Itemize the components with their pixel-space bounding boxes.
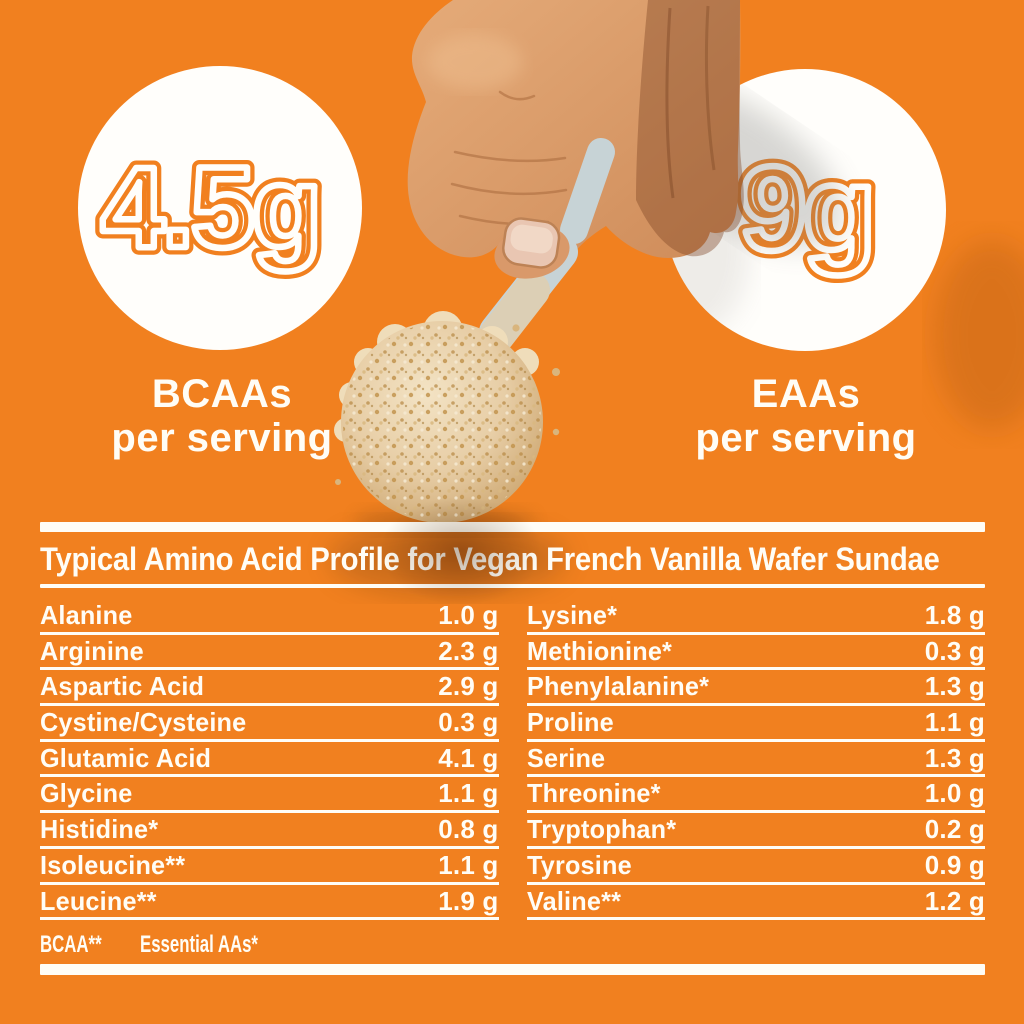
- table-row: Threonine* 1.0 g: [526, 777, 985, 814]
- eaa-sublabel: per serving: [695, 416, 917, 460]
- amino-value: 0.9 g: [924, 849, 985, 880]
- amino-name: Tryptophan*: [526, 814, 676, 845]
- amino-name: Lysine*: [526, 600, 617, 630]
- amino-name: Methionine*: [526, 635, 672, 666]
- eaa-label: EAAs: [751, 372, 861, 416]
- amino-value: 0.2 g: [924, 814, 985, 845]
- powder-texture: [343, 323, 541, 521]
- amino-value: 1.0 g: [924, 778, 985, 809]
- table-row: Methionine* 0.3 g: [526, 635, 985, 671]
- amino-name: Glutamic Acid: [40, 742, 212, 773]
- amino-value: 0.3 g: [924, 635, 985, 666]
- amino-name: Aspartic Acid: [40, 671, 205, 702]
- amino-value: 2.9 g: [438, 671, 499, 702]
- amino-value: 0.3 g: [438, 707, 499, 738]
- table-row: Lysine* 1.8 g: [526, 599, 985, 635]
- table-row: Cystine/Cysteine 0.3 g: [40, 706, 499, 742]
- table-row: Histidine* 0.8 g: [40, 813, 499, 849]
- amino-name: Serine: [526, 742, 605, 773]
- amino-value: 1.0 g: [438, 600, 499, 630]
- amino-name: Histidine*: [40, 814, 159, 845]
- table-row: Serine 1.3 g: [526, 742, 985, 778]
- background-shadow: [934, 240, 1024, 430]
- bcaa-value-inline: 4.5g: [101, 144, 319, 272]
- bcaa-circle: [78, 66, 362, 350]
- amino-name: Glycine: [40, 778, 133, 809]
- table-row: Phenylalanine* 1.3 g: [526, 670, 985, 707]
- bcaa-value-outline: 4.5g: [101, 144, 319, 272]
- amino-value: 1.3 g: [924, 742, 985, 773]
- footnote-bcaa: BCAA**: [40, 931, 102, 958]
- powder-crumbs: [335, 324, 560, 485]
- footnote-legend: BCAA** Essential AAs*: [40, 931, 309, 959]
- table-row: Tryptophan* 0.2 g: [526, 813, 985, 849]
- table-row: Isoleucine** 1.1 g: [40, 849, 499, 885]
- amino-column-right: Lysine* 1.8 g Methionine* 0.3 g Phenylalan…: [526, 599, 985, 921]
- amino-value: 1.1 g: [924, 707, 985, 738]
- table-row: Glycine 1.1 g: [40, 777, 499, 814]
- amino-value: 2.3 g: [438, 635, 499, 666]
- scoop-handle-lower: [479, 272, 550, 353]
- amino-name: Arginine: [40, 635, 144, 666]
- finger-separation-line: [665, 7, 675, 199]
- amino-value: 0.8 g: [438, 814, 499, 845]
- amino-name: Proline: [526, 707, 614, 738]
- table-row: Valine** 1.2 g: [526, 885, 985, 921]
- amino-column-left: Alanine 1.0 g Arginine 2.3 g Aspartic Acid…: [40, 599, 499, 921]
- amino-name: Phenylalanine*: [526, 671, 709, 702]
- amino-value: 1.1 g: [438, 849, 499, 880]
- amino-value: 1.1 g: [438, 778, 499, 809]
- table-row: Tyrosine 0.9 g: [526, 849, 985, 885]
- finger-separation-line: [704, 5, 716, 171]
- scoop-ground-shadow: [330, 520, 566, 596]
- section-title: Typical Amino Acid Profile for Vegan Fre…: [40, 541, 1023, 578]
- amino-name: Alanine: [40, 600, 133, 630]
- amino-name: Tyrosine: [526, 849, 632, 880]
- section-title-text: Typical Amino Acid Profile for Vegan Fre…: [40, 541, 940, 577]
- amino-value: 1.8 g: [924, 600, 985, 630]
- eaa-label-block: EAAs per serving: [616, 372, 996, 460]
- amino-name: Threonine*: [526, 778, 661, 809]
- table-row: Leucine** 1.9 g: [40, 885, 499, 921]
- divider-top: [40, 522, 985, 532]
- bcaa-label: BCAAs: [151, 372, 293, 416]
- thumb-nail: [502, 217, 561, 269]
- bcaa-sublabel: per serving: [111, 416, 333, 460]
- divider-bottom: [40, 964, 985, 975]
- amino-value: 4.1 g: [438, 742, 499, 773]
- table-row: Aspartic Acid 2.9 g: [40, 670, 499, 707]
- amino-name: Leucine**: [40, 885, 157, 916]
- divider-under-title: [40, 584, 985, 588]
- table-row: Glutamic Acid 4.1 g: [40, 742, 499, 778]
- amino-name: Valine**: [526, 885, 621, 916]
- hand-holding-scoop-illustration: [407, 0, 744, 283]
- bcaa-label-block: BCAAs per serving: [32, 372, 412, 460]
- amino-name: Cystine/Cysteine: [40, 707, 247, 738]
- scoop-handle-upper: [560, 138, 615, 244]
- amino-value: 1.9 g: [438, 885, 499, 916]
- amino-acid-table: Alanine 1.0 g Arginine 2.3 g Aspartic Acid…: [40, 599, 985, 921]
- table-row: Proline 1.1 g: [526, 706, 985, 742]
- table-row: Arginine 2.3 g: [40, 635, 499, 671]
- knuckle-highlight: [427, 34, 523, 90]
- table-row: Alanine 1.0 g: [40, 599, 499, 635]
- amino-name: Isoleucine**: [40, 849, 186, 880]
- measuring-scoop-with-powder-illustration: [334, 311, 560, 535]
- shadowed-fingers: [636, 0, 744, 257]
- amino-value: 1.3 g: [924, 671, 985, 702]
- footnote-essential: Essential AAs*: [140, 931, 258, 958]
- amino-value: 1.2 g: [924, 885, 985, 916]
